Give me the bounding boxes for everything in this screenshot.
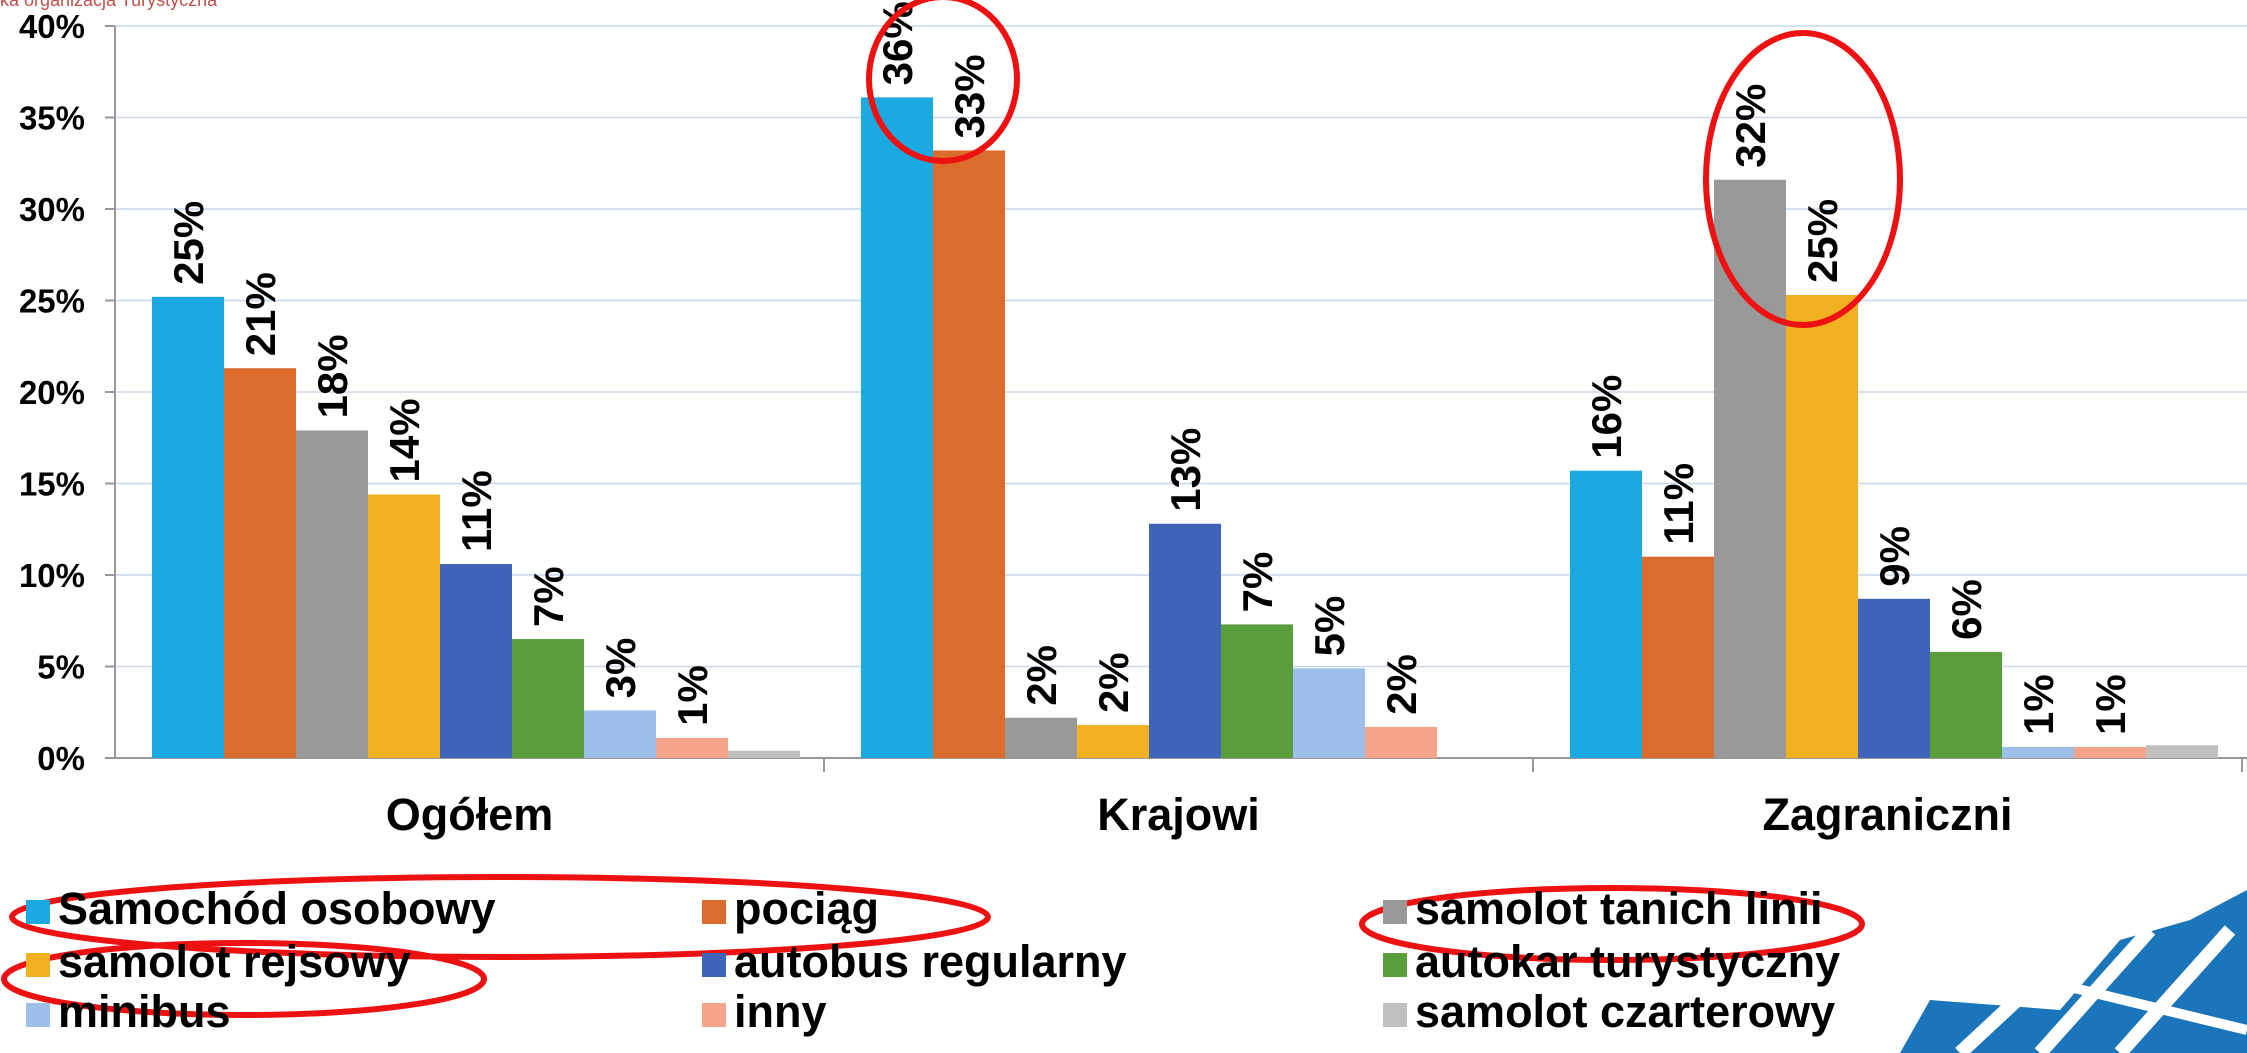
bar <box>933 150 1005 758</box>
annotation-ellipse <box>1359 885 1865 963</box>
bar <box>1714 179 1786 759</box>
legend-swatch <box>1383 900 1407 924</box>
logo <box>1900 890 2247 1053</box>
plot: 0% 5% 10% 15% 20% 25% 30% 35% 40% Ogółem 25% 21% 18%… <box>19 1 2247 840</box>
bar <box>368 494 440 758</box>
annotation-ellipse <box>9 874 991 960</box>
bar <box>2002 747 2074 758</box>
bar <box>1570 470 1642 758</box>
bar <box>2074 747 2146 758</box>
data-label: 2% <box>1018 645 1065 706</box>
data-label: 1% <box>2087 674 2134 735</box>
bar <box>656 737 728 758</box>
data-label: 7% <box>1234 552 1281 613</box>
legend-swatch <box>1383 953 1407 977</box>
data-label: 1% <box>2015 674 2062 735</box>
data-label: 3% <box>597 638 644 699</box>
bar <box>584 710 656 758</box>
y-tick-label: 25% <box>19 283 85 320</box>
annotation-ellipse <box>1 940 487 1018</box>
data-label: 6% <box>1943 579 1990 640</box>
data-label: 33% <box>946 54 993 138</box>
bar <box>440 564 512 758</box>
legend-label: Samochód osobowy <box>58 883 496 934</box>
data-label: 13% <box>1162 428 1209 512</box>
data-label: 16% <box>1583 375 1630 459</box>
legend-swatch <box>702 1003 726 1027</box>
legend-label: samolot czarterowy <box>1415 986 1835 1037</box>
annotation-ellipse <box>1703 30 1903 328</box>
y-tick-label: 15% <box>19 466 85 503</box>
bar <box>2146 745 2218 758</box>
data-label: 25% <box>1799 199 1846 283</box>
legend-label: autobus regularny <box>734 936 1127 987</box>
legend-label: samolot tanich linii <box>1415 883 1823 934</box>
data-label: 14% <box>381 398 428 482</box>
bar <box>1642 556 1714 758</box>
data-label: 21% <box>237 272 284 356</box>
data-label: 11% <box>453 470 500 552</box>
data-label: 7% <box>525 566 572 627</box>
y-tick-label: 40% <box>19 8 85 45</box>
annotation-ellipse <box>866 0 1020 164</box>
legend-label: minibus <box>58 986 231 1037</box>
legend-swatch <box>26 953 50 977</box>
x-tick-label: Ogółem <box>386 789 554 840</box>
legend-swatch <box>26 1003 50 1027</box>
data-label: 5% <box>1306 596 1353 657</box>
bar <box>1786 295 1858 758</box>
bar <box>296 430 368 758</box>
bar <box>1077 725 1149 758</box>
y-tick-label: 35% <box>19 100 85 137</box>
data-label: 2% <box>1090 652 1137 713</box>
y-tick-label: 5% <box>37 649 85 686</box>
legend-swatch <box>1383 1003 1407 1027</box>
data-label: 32% <box>1727 84 1774 168</box>
x-tick-label: Zagraniczni <box>1762 789 2012 840</box>
legend-label: autokar turystyczny <box>1415 936 1840 987</box>
bar <box>224 368 296 758</box>
legend-swatch <box>702 953 726 977</box>
bar <box>1221 624 1293 758</box>
source: ka organizacja Turystyczna <box>0 0 218 10</box>
bar <box>728 750 800 758</box>
legend-label: inny <box>734 986 827 1037</box>
bar <box>1365 726 1437 758</box>
bar <box>1293 668 1365 758</box>
bar <box>1858 598 1930 758</box>
data-label: 2% <box>1378 654 1425 715</box>
data-label: 1% <box>669 665 716 726</box>
x-tick-label: Krajowi <box>1097 789 1260 840</box>
bar <box>152 296 224 758</box>
bar <box>1005 717 1077 758</box>
legend-label: pociąg <box>734 883 879 934</box>
bar <box>1149 523 1221 758</box>
bar <box>861 97 933 759</box>
legend-swatch <box>702 900 726 924</box>
legend-swatch <box>26 900 50 924</box>
y-tick-label: 30% <box>19 191 85 228</box>
data-label: 25% <box>165 201 212 285</box>
y-tick-label: 10% <box>19 557 85 594</box>
data-label: 18% <box>309 334 356 418</box>
bar <box>1930 651 2002 758</box>
data-label: 9% <box>1871 526 1918 587</box>
y-tick-label: 20% <box>19 374 85 411</box>
bar <box>512 639 584 758</box>
y-tick-label: 0% <box>37 740 85 777</box>
legend-label: samolot rejsowy <box>58 936 411 987</box>
data-label: 11% <box>1655 463 1702 545</box>
